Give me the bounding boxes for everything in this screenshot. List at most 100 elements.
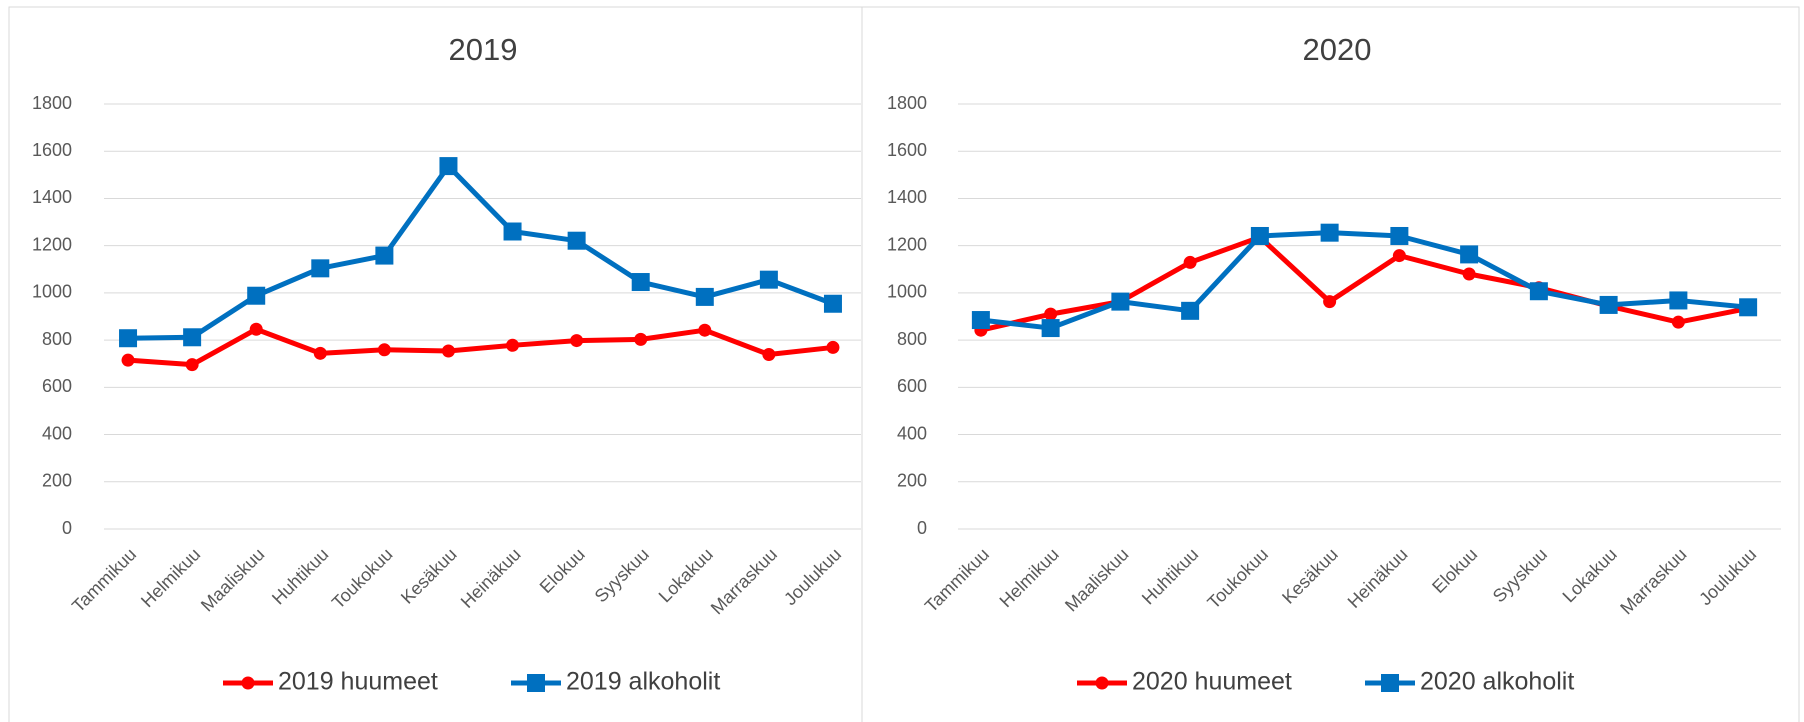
data-point <box>971 311 990 330</box>
x-tick-label: Syyskuu <box>1489 544 1551 606</box>
y-tick-label: 1200 <box>32 234 72 254</box>
data-point <box>826 340 840 354</box>
y-tick-label: 200 <box>42 471 72 491</box>
series-line <box>127 326 834 368</box>
y-tick-label: 200 <box>897 471 927 491</box>
y-tick-label: 1200 <box>887 234 927 254</box>
y-tick-label: 1600 <box>32 140 72 160</box>
data-point <box>695 287 714 306</box>
data-point <box>698 323 712 337</box>
x-tick-label: Heinäkuu <box>1344 544 1412 612</box>
data-point <box>503 222 522 241</box>
data-point <box>631 273 650 292</box>
data-point <box>1320 223 1339 242</box>
x-tick-label: Huhtikuu <box>1138 544 1202 608</box>
data-point <box>1390 226 1409 245</box>
data-point <box>375 246 394 265</box>
data-point <box>762 348 776 362</box>
chart-title: 2019 <box>449 32 518 67</box>
series-line <box>980 234 1749 333</box>
x-tick-label: Helmikuu <box>996 544 1063 611</box>
x-tick-label: Lokakuu <box>655 544 717 606</box>
x-tick-label: Elokuu <box>536 544 589 597</box>
x-tick-label: Maaliskuu <box>197 544 268 615</box>
x-tick-label: Elokuu <box>1428 544 1481 597</box>
data-point <box>313 346 327 360</box>
data-point <box>439 157 458 176</box>
data-point <box>1044 307 1058 321</box>
data-point <box>1460 245 1479 264</box>
x-tick-label: Huhtikuu <box>268 544 332 608</box>
y-tick-label: 0 <box>62 518 72 538</box>
data-point <box>121 353 135 367</box>
y-tick-label: 1400 <box>887 187 927 207</box>
x-tick-label: Syyskuu <box>591 544 653 606</box>
data-point <box>377 343 391 357</box>
data-point <box>634 332 648 346</box>
legend-marker <box>527 674 545 692</box>
data-point <box>119 329 138 348</box>
data-point <box>247 286 266 305</box>
x-tick-label: Toukokuu <box>1203 544 1272 613</box>
data-point <box>1250 226 1269 245</box>
panel-border <box>861 6 1800 722</box>
series-line <box>128 163 834 341</box>
data-point <box>1181 301 1200 320</box>
y-tick-label: 600 <box>897 376 927 396</box>
x-tick-label: Kesäkuu <box>397 544 461 608</box>
data-point <box>567 231 586 250</box>
y-tick-label: 800 <box>42 329 72 349</box>
x-tick-label: Tammikuu <box>921 544 993 616</box>
data-point <box>570 334 584 348</box>
x-tick-label: Marraskuu <box>707 544 781 618</box>
y-tick-label: 1000 <box>32 282 72 302</box>
y-tick-label: 0 <box>917 518 927 538</box>
y-tick-label: 1800 <box>887 93 927 113</box>
legend-label: 2020 alkoholit <box>1420 668 1574 696</box>
x-tick-label: Maaliskuu <box>1061 544 1132 615</box>
data-point <box>1671 315 1685 329</box>
x-tick-label: Joulukuu <box>1695 544 1760 609</box>
data-point <box>441 344 455 358</box>
x-tick-label: Helmikuu <box>137 544 204 611</box>
data-point <box>311 259 330 278</box>
x-tick-label: Kesäkuu <box>1278 544 1342 608</box>
legend-marker <box>241 676 255 690</box>
data-point <box>823 294 842 313</box>
y-tick-label: 400 <box>42 423 72 443</box>
data-point <box>1183 255 1197 269</box>
data-point <box>1041 319 1060 338</box>
data-point <box>1599 295 1618 314</box>
data-point <box>759 270 778 289</box>
data-point <box>506 338 520 352</box>
x-tick-label: Heinäkuu <box>457 544 525 612</box>
y-tick-label: 1600 <box>887 140 927 160</box>
y-tick-label: 1000 <box>887 282 927 302</box>
legend-label: 2020 huumeet <box>1132 668 1292 696</box>
legend-marker <box>1095 676 1109 690</box>
data-point <box>1669 291 1688 310</box>
y-tick-label: 600 <box>42 376 72 396</box>
legend-marker <box>1381 674 1399 692</box>
x-tick-label: Joulukuu <box>780 544 845 609</box>
data-point <box>185 358 199 372</box>
chart-title: 2020 <box>1303 32 1372 67</box>
series-line <box>980 230 1749 331</box>
data-point <box>1529 282 1548 301</box>
data-point <box>1323 295 1337 309</box>
y-tick-label: 400 <box>897 423 927 443</box>
y-tick-label: 1400 <box>32 187 72 207</box>
x-tick-label: Tammikuu <box>68 544 140 616</box>
data-point <box>1111 292 1130 311</box>
data-point <box>249 322 263 336</box>
x-tick-label: Toukokuu <box>328 544 397 613</box>
x-tick-label: Marraskuu <box>1616 544 1690 618</box>
data-point <box>183 328 202 347</box>
y-tick-label: 800 <box>897 329 927 349</box>
data-point <box>1392 249 1406 263</box>
data-point <box>1739 298 1758 317</box>
panel-border <box>8 6 863 722</box>
legend-label: 2019 alkoholit <box>566 668 720 696</box>
y-tick-label: 1800 <box>32 93 72 113</box>
